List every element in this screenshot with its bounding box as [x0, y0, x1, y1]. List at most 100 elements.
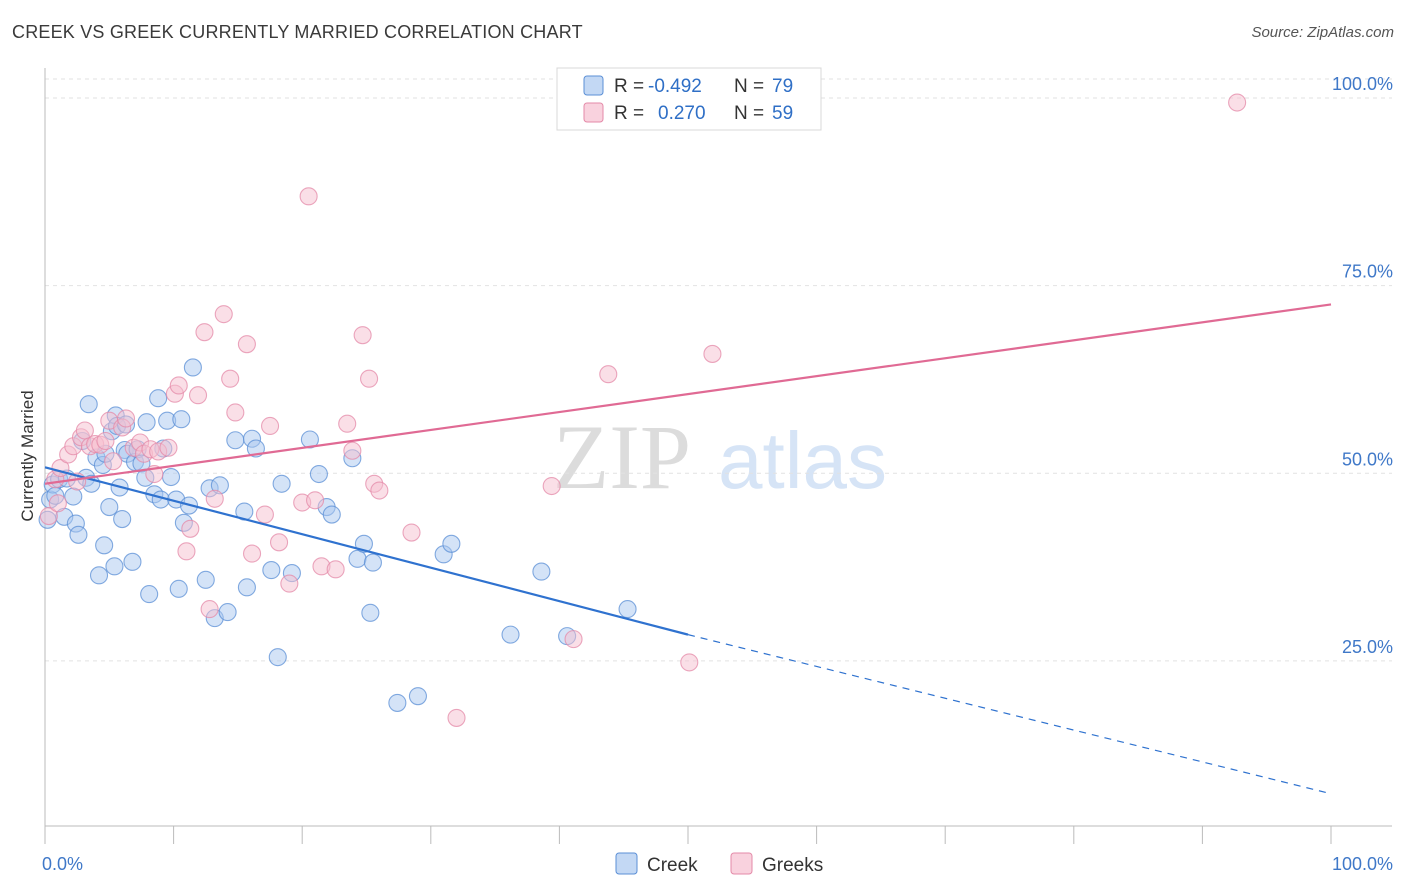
greek-point: [195, 323, 214, 342]
creek-point: [89, 566, 109, 585]
creek-point: [408, 687, 427, 706]
x-tick-label: 100.0%: [1332, 854, 1393, 874]
creek-point: [64, 487, 83, 506]
legend-creek-n-value: 79: [772, 76, 793, 97]
legend-creek-r-value: -0.492: [648, 76, 702, 97]
creek-point: [105, 557, 124, 576]
greek-trend-line: [44, 303, 1332, 485]
creek-point: [363, 553, 382, 572]
y-tick-label: 100.0%: [1332, 74, 1393, 94]
creek-point: [196, 570, 215, 589]
greek-point: [104, 452, 123, 471]
creek-point: [183, 358, 202, 377]
greek-point: [270, 533, 289, 552]
creek-point: [348, 549, 367, 568]
y-tick-labels: 25.0% 50.0% 75.0% 100.0%: [1332, 74, 1393, 657]
greek-point: [48, 494, 67, 513]
bottom-legend: Creek Greeks: [615, 852, 823, 876]
greek-point: [39, 506, 58, 526]
greek-point: [703, 344, 722, 363]
creek-point: [501, 625, 520, 644]
legend: R = -0.492 N = 79 R = 0.270 N = 59: [556, 67, 822, 131]
legend-greek-r-value: 0.270: [658, 103, 706, 124]
greek-point: [280, 574, 299, 593]
creek-point: [113, 509, 132, 529]
grid-lines: [45, 78, 1392, 662]
greek-point: [221, 369, 240, 388]
legend-creek-r-label: R =: [614, 76, 644, 97]
creek-point: [149, 389, 168, 408]
chart-source: Source: ZipAtlas.com: [1251, 24, 1394, 41]
greek-point: [255, 505, 274, 524]
legend-greek-n-label: N =: [734, 103, 764, 124]
creek-point: [137, 413, 156, 432]
greek-point: [599, 365, 618, 384]
creek-point: [169, 579, 188, 598]
legend-greek-r-label: R =: [614, 103, 644, 124]
bottom-legend-greek-label: Greeks: [762, 855, 823, 876]
creek-point: [140, 585, 159, 604]
greek-point: [343, 441, 362, 460]
greek-point: [542, 476, 561, 496]
bottom-legend-greek-swatch: [730, 852, 753, 875]
legend-creek-n-label: N =: [734, 76, 764, 97]
creek-point: [388, 693, 407, 712]
greek-point: [237, 335, 256, 354]
x-tick-label: 0.0%: [42, 854, 83, 874]
y-tick-label: 50.0%: [1342, 449, 1393, 469]
creek-point: [268, 648, 287, 667]
creek-point: [532, 562, 551, 581]
greek-point: [564, 630, 583, 649]
trend-lines: [44, 303, 1332, 795]
y-axis-title: Currently Married: [18, 390, 37, 521]
creek-point: [309, 464, 328, 484]
creek-point: [123, 552, 142, 571]
creek-point: [95, 536, 114, 555]
creek-point: [69, 525, 88, 544]
greek-point: [360, 369, 379, 388]
bottom-legend-creek-label: Creek: [647, 855, 698, 876]
greek-point: [260, 416, 280, 436]
legend-creek-swatch: [583, 75, 604, 96]
greek-point: [680, 653, 699, 672]
creek-point: [262, 561, 281, 580]
creek-point: [442, 534, 461, 553]
creek-point: [161, 467, 181, 487]
legend-greek-swatch: [583, 102, 604, 123]
legend-greek-n-value: 59: [772, 103, 793, 124]
watermark-atlas: atlas: [718, 416, 887, 505]
creek-point: [361, 603, 380, 622]
chart-title: CREEK VS GREEK CURRENTLY MARRIED CORRELA…: [12, 22, 583, 42]
greek-point: [205, 489, 224, 508]
creek-point: [322, 505, 341, 524]
greek-point: [326, 560, 345, 579]
x-ticks: [44, 826, 1332, 844]
greek-point: [96, 431, 115, 451]
greek-points: [39, 90, 1247, 727]
creek-trend-extension: [687, 634, 1332, 795]
greek-point: [226, 403, 245, 422]
creek-point: [100, 497, 119, 517]
greek-point: [169, 376, 188, 395]
creek-point: [300, 430, 319, 449]
greek-point: [214, 305, 233, 324]
creek-point: [226, 431, 245, 450]
greek-point: [402, 523, 421, 542]
greek-point: [188, 386, 208, 405]
greek-point: [181, 519, 200, 538]
x-tick-labels: 0.0% 100.0%: [42, 854, 1393, 874]
creek-point: [79, 395, 98, 414]
y-tick-label: 75.0%: [1342, 262, 1393, 282]
creek-trend-line: [44, 466, 689, 636]
axes: [44, 68, 1392, 827]
greek-point: [299, 187, 318, 206]
greek-point: [353, 326, 372, 345]
watermark-zip: ZIP: [553, 406, 691, 508]
creek-point: [218, 603, 237, 622]
greek-point: [116, 409, 136, 428]
greek-point: [447, 708, 466, 727]
creek-point: [272, 474, 291, 493]
bottom-legend-creek-swatch: [615, 852, 638, 875]
greek-point: [159, 438, 178, 457]
greek-point: [200, 600, 219, 619]
